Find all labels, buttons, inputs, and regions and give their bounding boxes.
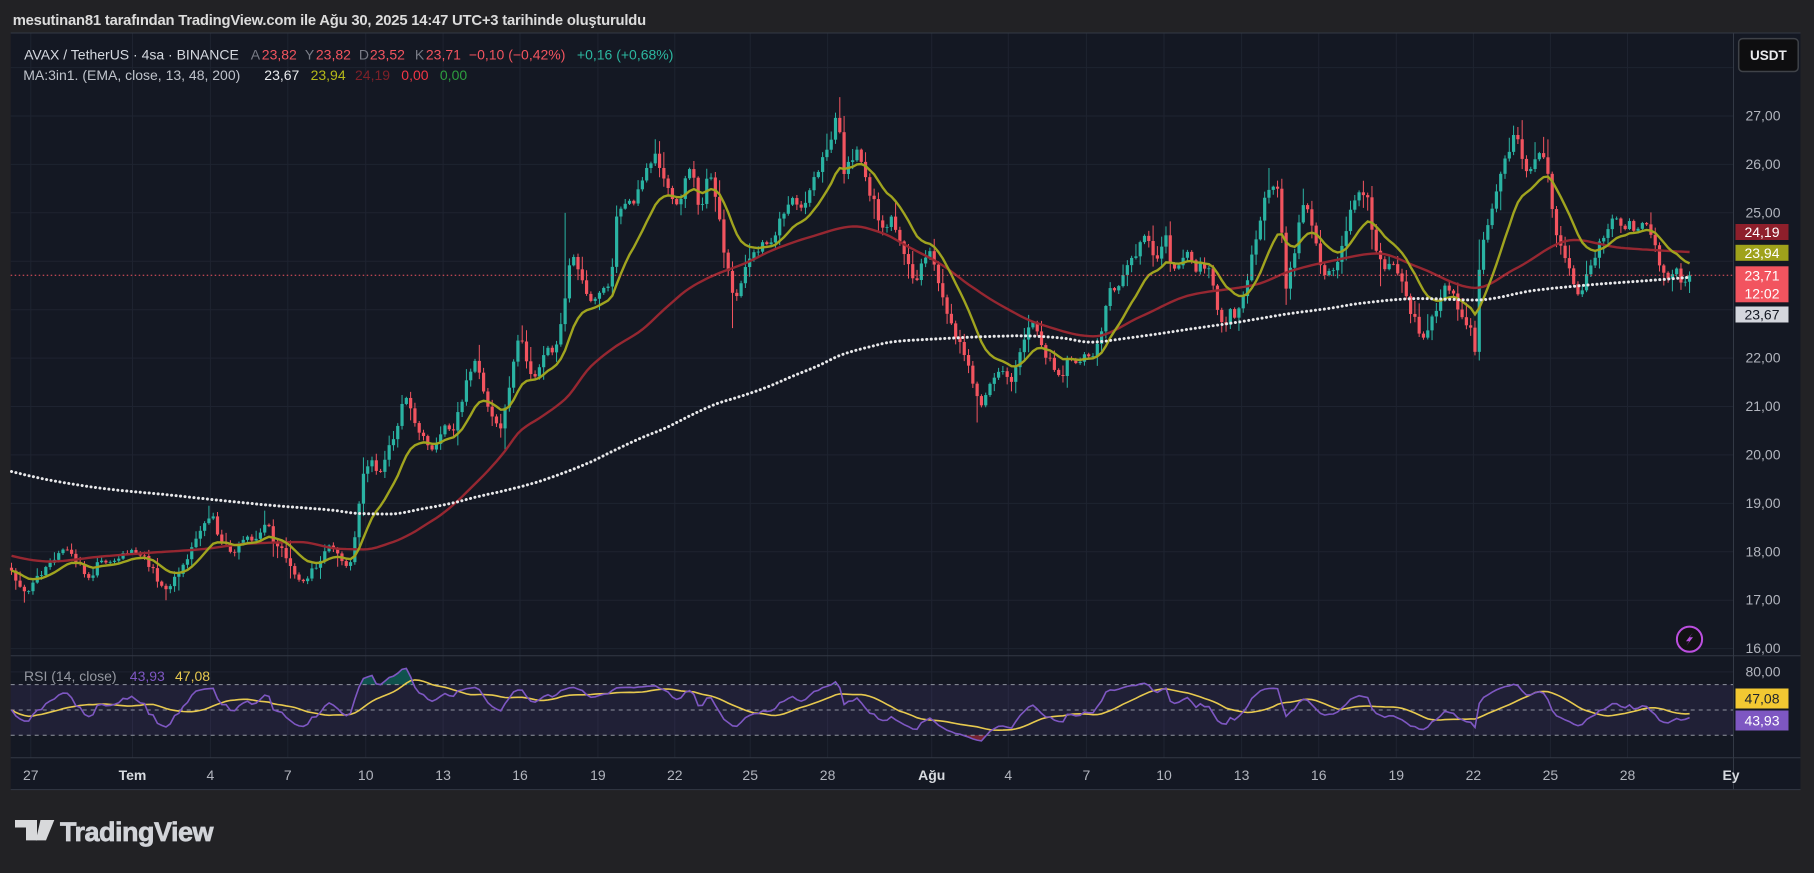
svg-text:13: 13 (435, 767, 451, 783)
svg-text:27,00: 27,00 (1745, 108, 1780, 124)
svg-text:22,00: 22,00 (1745, 350, 1780, 366)
svg-text:26,00: 26,00 (1745, 156, 1780, 172)
svg-text:43,93: 43,93 (130, 668, 165, 684)
svg-text:Tem: Tem (119, 767, 147, 783)
svg-text:16,00: 16,00 (1745, 640, 1780, 656)
svg-text:23,82: 23,82 (262, 47, 297, 63)
svg-text:24,19: 24,19 (1744, 224, 1779, 240)
svg-text:20,00: 20,00 (1745, 446, 1780, 462)
svg-text:7: 7 (284, 767, 292, 783)
svg-text:13: 13 (1234, 767, 1250, 783)
svg-text:23,94: 23,94 (311, 67, 346, 83)
svg-text:16: 16 (512, 767, 528, 783)
svg-text:0,00: 0,00 (440, 67, 467, 83)
svg-text:47,08: 47,08 (175, 668, 210, 684)
svg-text:mesutinan81 tarafından Trading: mesutinan81 tarafından TradingView.com i… (13, 13, 646, 29)
svg-text:K: K (415, 47, 425, 63)
svg-text:TradingView: TradingView (60, 817, 215, 847)
svg-text:23,71: 23,71 (1744, 267, 1779, 283)
svg-text:10: 10 (1156, 767, 1172, 783)
svg-text:16: 16 (1311, 767, 1327, 783)
svg-text:23,67: 23,67 (1744, 307, 1779, 323)
svg-text:43,93: 43,93 (1744, 713, 1779, 729)
svg-text:Ey: Ey (1722, 767, 1739, 783)
svg-text:23,52: 23,52 (370, 47, 405, 63)
svg-text:7: 7 (1083, 767, 1091, 783)
svg-text:12:02: 12:02 (1744, 285, 1779, 301)
svg-text:10: 10 (358, 767, 374, 783)
svg-text:21,00: 21,00 (1745, 398, 1780, 414)
svg-text:18,00: 18,00 (1745, 543, 1780, 559)
svg-text:23,67: 23,67 (264, 67, 299, 83)
svg-text:19: 19 (1389, 767, 1405, 783)
svg-text:25: 25 (742, 767, 758, 783)
svg-text:4: 4 (207, 767, 215, 783)
svg-text:25,00: 25,00 (1745, 204, 1780, 220)
svg-text:+0,16 (+0,68%): +0,16 (+0,68%) (577, 47, 674, 63)
svg-text:D: D (359, 47, 369, 63)
svg-text:17,00: 17,00 (1745, 592, 1780, 608)
svg-text:23,71: 23,71 (426, 47, 461, 63)
svg-text:28: 28 (820, 767, 836, 783)
svg-text:MA:3in1. (EMA, close, 13, 48,: MA:3in1. (EMA, close, 13, 48, 200) (23, 67, 240, 83)
svg-text:23,94: 23,94 (1744, 245, 1779, 261)
svg-text:AVAX / TetherUS · 4sa · BINANC: AVAX / TetherUS · 4sa · BINANCE (24, 47, 239, 63)
svg-text:RSI (14, close): RSI (14, close) (24, 668, 117, 684)
svg-text:A: A (251, 47, 261, 63)
svg-text:27: 27 (23, 767, 39, 783)
svg-text:80,00: 80,00 (1745, 663, 1780, 679)
svg-text:USDT: USDT (1750, 48, 1788, 63)
svg-text:19,00: 19,00 (1745, 495, 1780, 511)
svg-text:22: 22 (667, 767, 683, 783)
svg-text:47,08: 47,08 (1744, 691, 1779, 707)
svg-text:Ağu: Ağu (918, 767, 945, 783)
svg-text:−0,10 (−0,42%): −0,10 (−0,42%) (469, 47, 566, 63)
svg-text:25: 25 (1543, 767, 1559, 783)
svg-text:Y: Y (305, 47, 315, 63)
svg-text:4: 4 (1004, 767, 1012, 783)
svg-text:23,82: 23,82 (316, 47, 351, 63)
svg-text:0,00: 0,00 (401, 67, 428, 83)
svg-text:24,19: 24,19 (355, 67, 390, 83)
svg-text:19: 19 (590, 767, 606, 783)
svg-text:28: 28 (1620, 767, 1636, 783)
svg-text:22: 22 (1466, 767, 1482, 783)
